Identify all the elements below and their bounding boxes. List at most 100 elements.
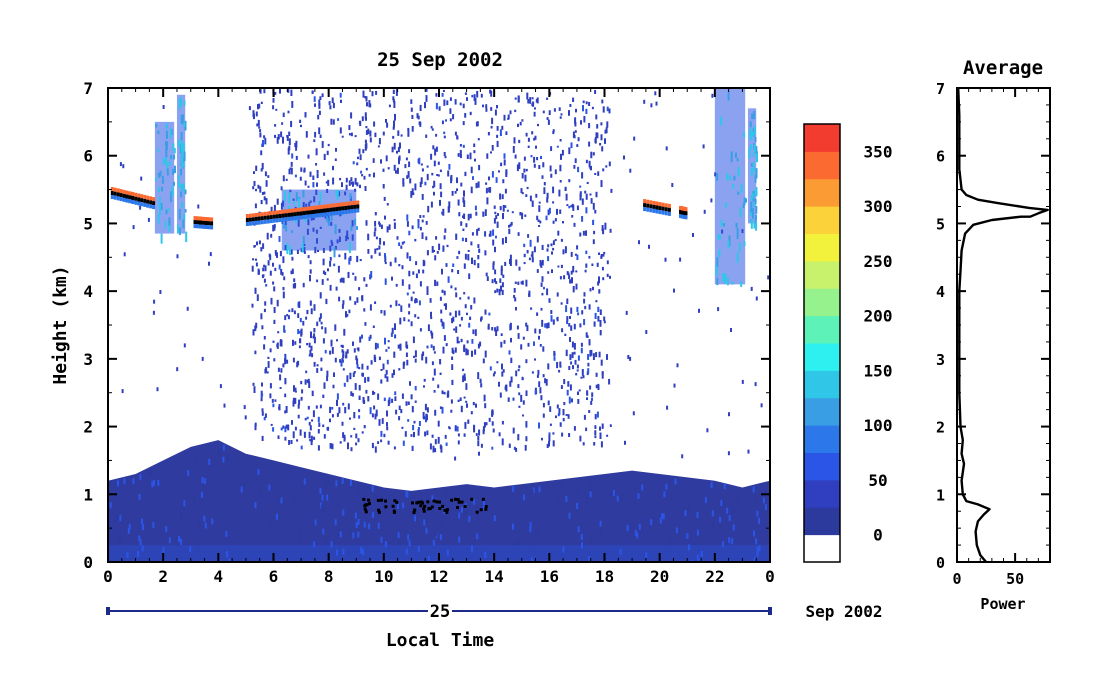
- boundary-layer-cell: [117, 480, 119, 487]
- boundary-layer-cell: [636, 532, 639, 539]
- noise-speck: [462, 368, 465, 372]
- boundary-layer-cell: [522, 494, 525, 501]
- noise-speck: [365, 96, 368, 102]
- noise-speck: [376, 343, 379, 349]
- noise-speck: [673, 288, 675, 293]
- noise-speck: [356, 162, 359, 166]
- fall-streak-cell: [751, 193, 754, 199]
- noise-speck: [434, 279, 437, 287]
- fall-streak-cell: [735, 223, 738, 228]
- noise-speck: [209, 252, 212, 257]
- fall-streak-cell: [750, 167, 753, 177]
- date-month-label: Sep 2002: [805, 602, 882, 621]
- noise-speck: [388, 224, 391, 230]
- noise-speck: [589, 193, 592, 196]
- cloud-cell: [649, 204, 653, 209]
- fall-streak-cell: [165, 156, 168, 164]
- noise-speck: [290, 167, 293, 175]
- noise-speck: [419, 215, 422, 218]
- noise-speck: [367, 233, 370, 241]
- noise-speck: [541, 276, 544, 282]
- noise-speck: [491, 279, 494, 284]
- noise-speck: [440, 309, 443, 314]
- noise-speck: [423, 378, 426, 382]
- noise-speck: [548, 207, 551, 214]
- cloud-cell: [329, 211, 333, 216]
- noise-speck: [513, 295, 516, 299]
- noise-speck: [587, 354, 590, 360]
- noise-speck: [361, 296, 364, 300]
- noise-speck: [263, 308, 266, 313]
- cloud-cell: [353, 204, 357, 209]
- noise-speck: [510, 357, 513, 364]
- noise-speck: [337, 118, 340, 121]
- noise-speck: [547, 256, 550, 262]
- boundary-layer-cell: [243, 482, 246, 489]
- noise-speck: [261, 325, 264, 330]
- boundary-layer-top-cell: [376, 498, 380, 502]
- noise-speck: [339, 127, 342, 134]
- noise-speck: [469, 213, 472, 219]
- boundary-layer-cell: [198, 520, 201, 527]
- noise-speck: [580, 342, 583, 347]
- cloud-cell: [257, 216, 261, 221]
- fall-streak-cell: [736, 158, 739, 162]
- noise-speck: [601, 99, 604, 104]
- noise-speck: [290, 161, 293, 167]
- noise-speck: [315, 163, 318, 166]
- boundary-layer-cell: [363, 521, 366, 528]
- noise-speck: [358, 120, 361, 124]
- noise-speck: [308, 431, 311, 439]
- noise-speck: [538, 205, 541, 212]
- noise-speck: [443, 391, 446, 395]
- noise-speck: [377, 441, 380, 444]
- cloud-cell: [134, 196, 138, 201]
- noise-speck: [306, 343, 309, 346]
- noise-speck: [284, 353, 287, 357]
- noise-speck: [450, 409, 453, 413]
- noise-speck: [324, 327, 327, 334]
- cloud-cell: [317, 209, 321, 214]
- fall-streak-cell: [284, 190, 287, 202]
- cloud-cell: [122, 197, 126, 202]
- fall-streak-cell: [157, 148, 160, 152]
- noise-speck: [314, 103, 316, 107]
- noise-speck: [471, 94, 474, 98]
- noise-speck: [520, 394, 523, 402]
- noise-speck: [480, 93, 483, 98]
- boundary-layer-cell: [126, 551, 129, 558]
- boundary-layer-cell: [728, 559, 731, 562]
- noise-speck: [586, 397, 588, 400]
- cloud-cell: [353, 200, 357, 205]
- noise-speck: [322, 424, 325, 428]
- noise-speck: [463, 344, 466, 351]
- fall-streak-cell: [181, 149, 184, 159]
- noise-speck: [579, 193, 582, 201]
- noise-speck: [484, 350, 487, 358]
- noise-speck: [564, 333, 567, 336]
- fall-streak-cell: [729, 175, 732, 181]
- noise-speck: [341, 344, 344, 348]
- boundary-layer-cell: [151, 481, 154, 488]
- colorbar-cell: [804, 534, 840, 563]
- noise-speck: [546, 97, 549, 100]
- noise-speck: [598, 351, 601, 358]
- noise-speck: [588, 304, 591, 310]
- noise-speck: [296, 439, 299, 442]
- noise-speck: [423, 385, 425, 388]
- noise-speck: [400, 134, 403, 137]
- noise-speck: [491, 421, 494, 426]
- noise-speck: [292, 283, 295, 289]
- noise-speck: [459, 149, 462, 157]
- noise-speck: [308, 342, 311, 348]
- noise-speck: [186, 306, 189, 311]
- boundary-layer-top-cell: [423, 504, 427, 508]
- cloud-cell: [652, 208, 656, 213]
- noise-speck: [681, 454, 684, 459]
- noise-speck: [517, 434, 520, 441]
- date-axis: 25 Sep 2002: [106, 602, 883, 622]
- noise-speck: [589, 385, 592, 390]
- noise-speck: [387, 346, 390, 349]
- noise-speck: [534, 390, 537, 395]
- noise-speck: [473, 297, 476, 304]
